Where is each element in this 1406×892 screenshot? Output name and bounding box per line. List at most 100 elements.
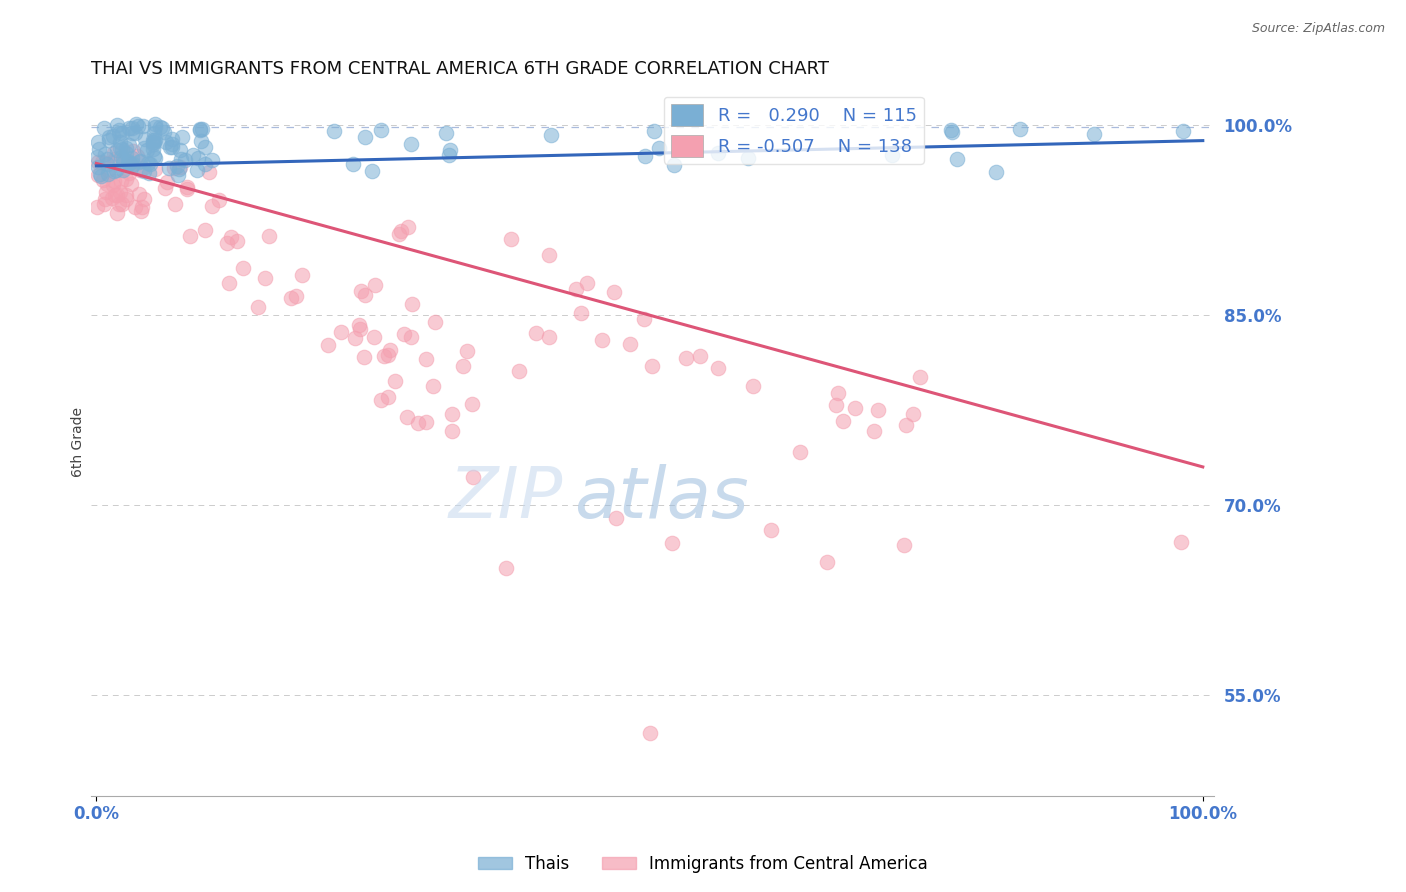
- Point: [105, 143, 128, 157]
- Point: [111, 163, 134, 178]
- Point: [143, 161, 166, 176]
- Point: [540, 128, 562, 142]
- Point: [634, 149, 657, 163]
- Point: [169, 143, 191, 157]
- Point: [132, 119, 155, 133]
- Point: [104, 152, 127, 166]
- Point: [87, 154, 110, 169]
- Point: [742, 378, 765, 392]
- Point: [91, 172, 114, 186]
- Point: [353, 350, 375, 364]
- Point: [132, 161, 155, 176]
- Point: [103, 154, 125, 169]
- Point: [93, 120, 115, 135]
- Point: [395, 409, 418, 424]
- Point: [415, 352, 437, 367]
- Point: [94, 156, 117, 170]
- Point: [115, 172, 138, 186]
- Point: [121, 121, 143, 136]
- Point: [150, 121, 173, 136]
- Point: [111, 156, 134, 170]
- Point: [706, 146, 728, 161]
- Point: [591, 333, 613, 347]
- Point: [159, 140, 181, 154]
- Point: [370, 123, 392, 137]
- Point: [453, 359, 475, 373]
- Point: [329, 325, 352, 339]
- Point: [1173, 124, 1195, 138]
- Legend: Thais, Immigrants from Central America: Thais, Immigrants from Central America: [471, 848, 935, 880]
- Point: [89, 142, 111, 156]
- Point: [831, 414, 853, 428]
- Point: [96, 152, 118, 166]
- Point: [120, 178, 142, 192]
- Point: [984, 164, 1007, 178]
- Point: [110, 136, 132, 150]
- Point: [105, 206, 128, 220]
- Point: [456, 343, 478, 358]
- Point: [423, 315, 446, 329]
- Point: [664, 158, 686, 172]
- Point: [86, 201, 108, 215]
- Point: [866, 402, 889, 417]
- Point: [87, 160, 110, 174]
- Point: [117, 154, 139, 169]
- Point: [347, 318, 370, 333]
- Point: [174, 153, 197, 167]
- Point: [789, 445, 811, 459]
- Point: [201, 199, 224, 213]
- Point: [128, 155, 150, 169]
- Point: [186, 162, 208, 177]
- Point: [207, 194, 229, 208]
- Point: [94, 185, 117, 199]
- Point: [111, 142, 134, 156]
- Point: [501, 232, 523, 246]
- Point: [143, 120, 166, 134]
- Point: [108, 123, 131, 137]
- Point: [945, 152, 967, 166]
- Point: [844, 401, 866, 415]
- Point: [87, 135, 110, 149]
- Point: [219, 230, 242, 244]
- Point: [96, 177, 118, 191]
- Point: [901, 407, 924, 421]
- Point: [97, 163, 120, 178]
- Point: [166, 159, 188, 173]
- Point: [111, 152, 134, 166]
- Point: [86, 150, 108, 164]
- Point: [103, 164, 125, 178]
- Point: [118, 156, 141, 170]
- Point: [124, 126, 146, 140]
- Point: [422, 379, 444, 393]
- Point: [461, 470, 484, 484]
- Point: [181, 148, 204, 162]
- Point: [537, 329, 560, 343]
- Point: [118, 155, 141, 169]
- Point: [139, 157, 162, 171]
- Point: [134, 164, 156, 178]
- Point: [761, 523, 783, 537]
- Point: [619, 337, 641, 351]
- Point: [291, 268, 314, 283]
- Point: [87, 168, 110, 182]
- Point: [111, 126, 134, 140]
- Point: [363, 329, 385, 343]
- Point: [194, 139, 217, 153]
- Point: [103, 188, 125, 202]
- Point: [98, 133, 121, 147]
- Point: [349, 322, 371, 336]
- Point: [121, 126, 143, 140]
- Point: [401, 297, 423, 311]
- Point: [108, 126, 131, 140]
- Point: [155, 136, 177, 150]
- Point: [389, 224, 412, 238]
- Point: [941, 125, 963, 139]
- Point: [218, 276, 240, 290]
- Point: [179, 228, 201, 243]
- Point: [169, 161, 191, 176]
- Point: [114, 140, 136, 154]
- Point: [143, 117, 166, 131]
- Point: [201, 153, 224, 167]
- Point: [187, 151, 209, 165]
- Point: [434, 126, 457, 140]
